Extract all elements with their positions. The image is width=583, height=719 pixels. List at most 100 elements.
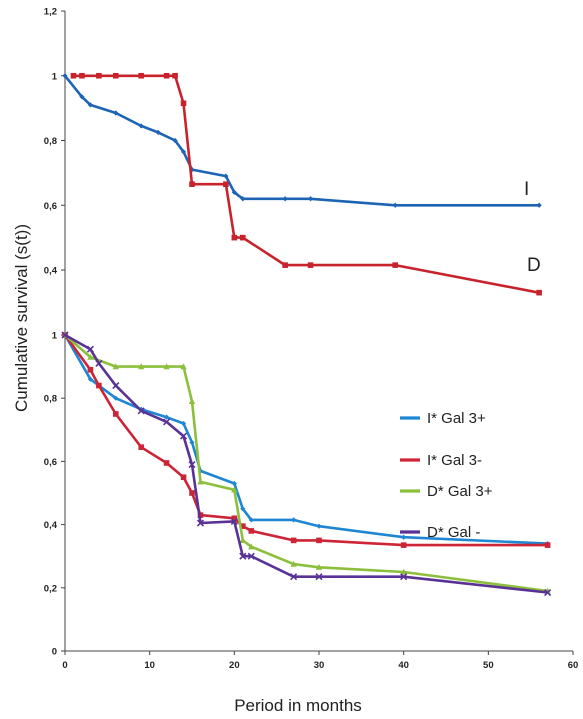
series-line (63, 334, 548, 545)
data-point (189, 181, 195, 188)
data-point (179, 432, 188, 440)
data-point (392, 262, 398, 268)
series-line (63, 74, 540, 207)
data-point (231, 189, 237, 195)
data-point (544, 588, 552, 597)
data-point (62, 73, 68, 79)
curve-label: I (524, 179, 529, 200)
data-point (223, 181, 229, 188)
series-layer (61, 72, 552, 597)
data-point (239, 552, 247, 560)
data-point (196, 519, 205, 527)
data-point (138, 363, 145, 370)
data-point (290, 560, 297, 567)
data-point (113, 411, 119, 417)
y-tick-label: 1 (52, 71, 58, 82)
data-point (248, 543, 255, 550)
data-point (189, 439, 195, 446)
x-axis-title: Period in months (234, 696, 362, 715)
data-point (231, 480, 237, 487)
data-point (163, 363, 170, 370)
data-point (223, 173, 229, 179)
data-point (96, 72, 102, 79)
data-point (400, 573, 408, 581)
data-point (315, 573, 323, 581)
data-point (188, 460, 196, 469)
data-point (231, 486, 238, 493)
data-point (180, 100, 187, 107)
data-point (536, 289, 542, 296)
x-tick-label: 0 (62, 660, 67, 671)
data-point (79, 72, 85, 79)
series-i-gal-3- (62, 332, 551, 548)
x-tick-label: 40 (398, 660, 409, 671)
data-point (180, 149, 187, 155)
data-point (113, 395, 119, 401)
axes-layer (61, 10, 574, 655)
data-point (392, 202, 398, 208)
y-tick-label: 0,8 (44, 136, 57, 147)
data-point (197, 478, 204, 485)
x-tick-label: 10 (144, 660, 155, 671)
x-tick-label: 30 (314, 660, 325, 671)
data-point (155, 129, 161, 136)
data-point (231, 515, 238, 522)
data-point (239, 537, 246, 543)
data-point (138, 444, 144, 450)
data-point (180, 363, 187, 370)
data-point (180, 420, 187, 427)
data-point (282, 262, 288, 268)
data-point (307, 196, 314, 202)
y-tick-label: 1 (52, 331, 58, 342)
data-point (87, 102, 93, 108)
legend: I* Gal 3+ I* Gal 3- D* Gal 3+ D* Gal - (400, 410, 493, 541)
data-point (290, 537, 297, 544)
data-point (172, 72, 178, 79)
data-point (113, 72, 119, 79)
data-point (316, 537, 322, 544)
data-point (315, 563, 323, 570)
data-point (230, 517, 238, 526)
data-point (70, 72, 77, 79)
legend-label: D* Gal 3+ (427, 483, 493, 500)
data-point (87, 366, 94, 373)
data-point (401, 534, 407, 540)
data-point (163, 460, 170, 466)
data-point (240, 196, 246, 202)
data-point (61, 331, 69, 339)
data-point (180, 474, 187, 480)
x-tick-label: 50 (483, 660, 494, 671)
series-d (70, 72, 542, 296)
data-point (87, 353, 94, 360)
data-point (316, 523, 322, 529)
data-point (247, 552, 255, 560)
data-point (137, 407, 145, 415)
data-point (400, 542, 407, 548)
curve-label: D (527, 255, 541, 276)
x-tick-label: 20 (229, 660, 240, 671)
data-point (163, 72, 170, 79)
data-point (240, 523, 246, 529)
data-point (112, 363, 119, 370)
series-d-gal- (61, 331, 552, 597)
data-point (240, 506, 246, 512)
y-tick-label: 0,8 (44, 394, 57, 405)
y-tick-label: 0,4 (44, 266, 58, 277)
data-point (290, 573, 298, 581)
series-line (64, 333, 548, 594)
data-point (172, 137, 178, 144)
data-point (248, 528, 255, 534)
data-point (113, 110, 119, 116)
legend-label: D* Gal - (427, 524, 480, 541)
y-tick-label: 0 (52, 647, 57, 658)
data-point (79, 94, 85, 100)
data-point (291, 517, 297, 523)
y-tick-label: 0,4 (44, 520, 58, 531)
data-point (96, 382, 102, 389)
series-i (62, 73, 542, 208)
y-tick-label: 0,2 (44, 583, 57, 594)
y-tick-label: 0,6 (44, 457, 57, 468)
data-point (240, 234, 246, 241)
data-point (536, 202, 542, 208)
